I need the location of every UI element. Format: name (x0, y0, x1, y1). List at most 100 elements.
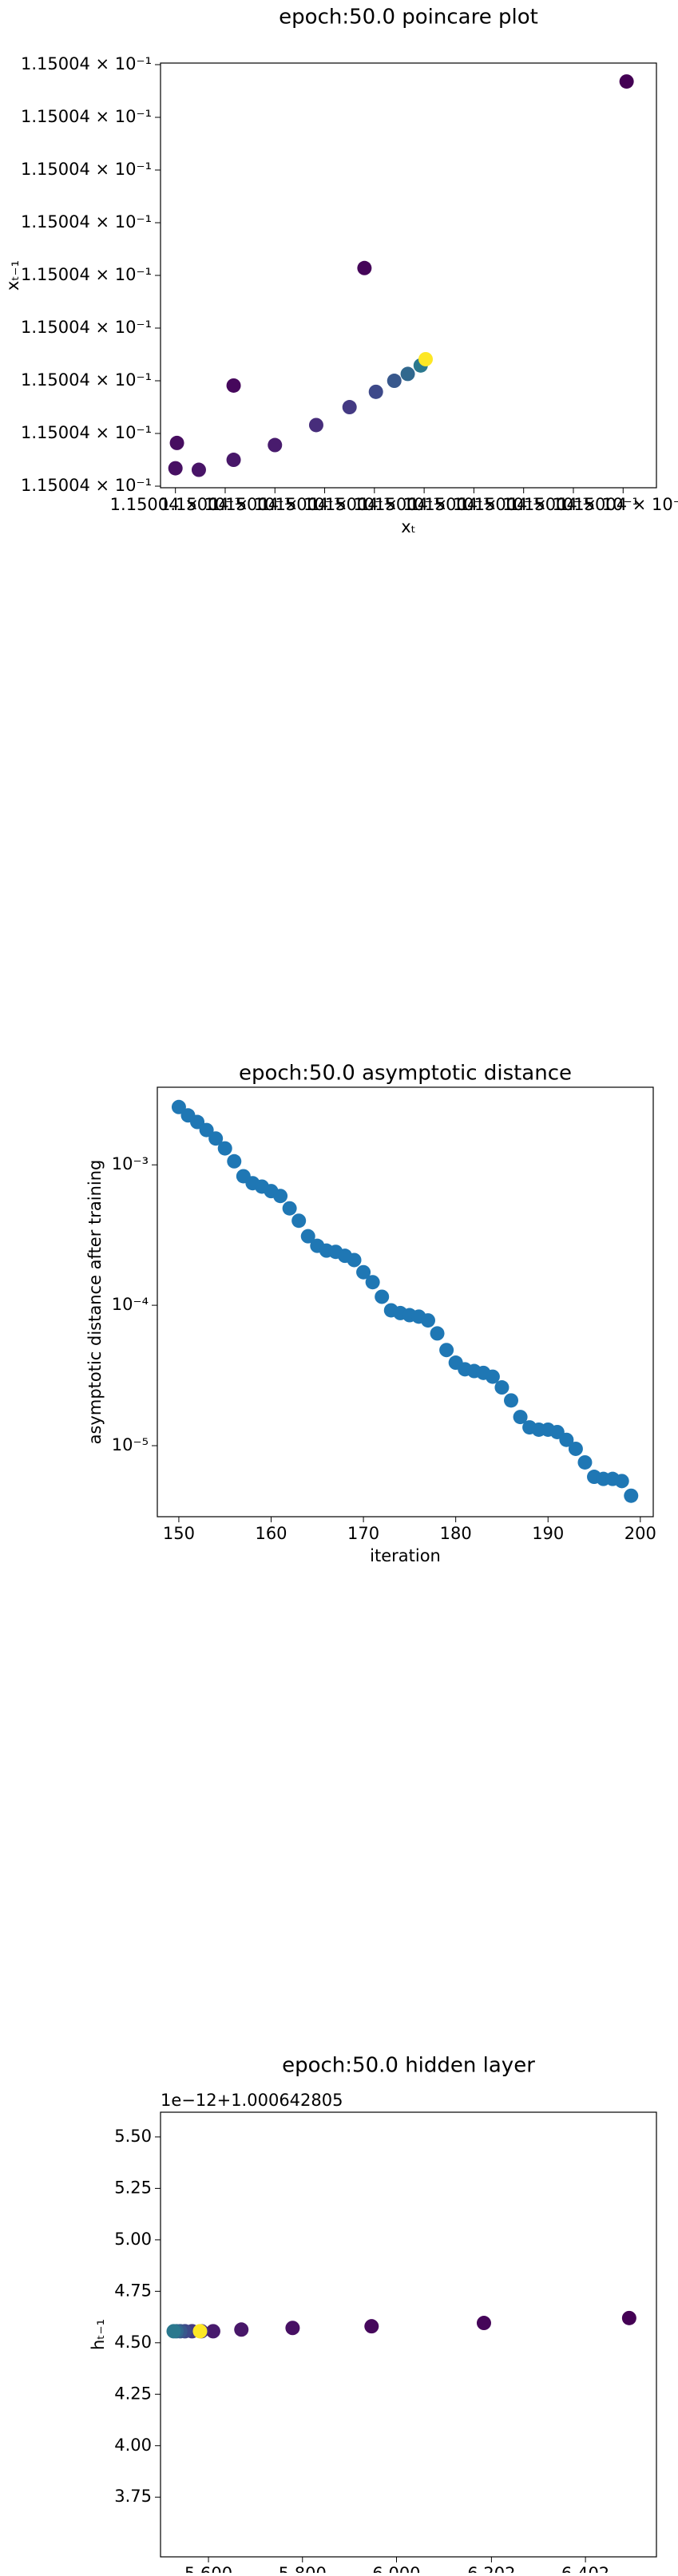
x-tick-label: 6.000 (372, 2564, 420, 2573)
point (208, 1131, 224, 1146)
point (624, 1488, 639, 1503)
x-tick-label: 5.800 (279, 2564, 327, 2573)
plot-frame (157, 1086, 654, 1518)
x-tick-label: 160 (255, 1524, 287, 1543)
y-tick-label: 1.15004 × 10⁻¹ (21, 423, 152, 442)
point (285, 2321, 300, 2336)
y-axis-label: xₜ₋₁ (3, 260, 22, 291)
y-offset-label: 1e−12+1.000642805 (161, 2091, 343, 2110)
point (400, 366, 415, 382)
y-tick-label: 1.15004 × 10⁻¹ (21, 212, 152, 231)
point (342, 400, 357, 415)
point (171, 1099, 186, 1114)
point (504, 1393, 519, 1408)
x-tick-label: 150 (163, 1524, 195, 1543)
point (368, 384, 383, 399)
point (420, 1313, 435, 1328)
y-tick-label: 4.25 (114, 2384, 152, 2403)
point (300, 1229, 315, 1244)
plot-frame (160, 62, 657, 489)
y-tick-label: 1.15004 × 10⁻¹ (21, 370, 152, 390)
point (364, 2319, 379, 2334)
x-tick-label: 6.202 (467, 2564, 515, 2573)
point (227, 1153, 242, 1169)
point (387, 374, 402, 389)
y-tick-label: 1.15004 × 10⁻¹ (21, 107, 152, 126)
x-tick-label: 5.600 (184, 2564, 232, 2573)
point (577, 1454, 593, 1470)
x-axis-label: xₜ (401, 517, 416, 536)
y-tick-label: 1.15004 × 10⁻¹ (21, 318, 152, 337)
x-tick-label: 1.15004 × 10⁻¹ (408, 495, 539, 514)
x-tick-label: 190 (532, 1524, 564, 1543)
point (226, 378, 241, 393)
y-tick-label: 5.50 (114, 2127, 152, 2146)
chart-title: epoch:50.0 asymptotic distance (239, 1062, 572, 1086)
point (273, 1189, 288, 1204)
x-tick-label: 1.15004 × 10⁻¹ (557, 495, 678, 514)
x-tick-label: 1.15004 × 10⁻¹ (508, 495, 639, 514)
x-tick-label: 1.15004 × 10⁻¹ (260, 495, 391, 514)
point (614, 1474, 629, 1489)
point (205, 2324, 220, 2339)
y-tick-label: 1.15004 × 10⁻¹ (21, 476, 152, 495)
y-tick-label: 5.00 (114, 2230, 152, 2249)
x-tick-label: 170 (347, 1524, 379, 1543)
point (168, 461, 183, 476)
point (513, 1410, 528, 1425)
point (559, 1432, 574, 1447)
y-tick-label: 4.50 (114, 2333, 152, 2352)
point (291, 1213, 307, 1229)
point (619, 74, 634, 89)
point (308, 417, 323, 433)
point (375, 1289, 390, 1304)
point (169, 435, 184, 450)
point (494, 1380, 509, 1395)
y-tick-label: 3.75 (114, 2487, 152, 2506)
point (430, 1326, 445, 1341)
point (347, 1252, 362, 1268)
y-tick-label: 5.25 (114, 2178, 152, 2197)
y-tick-label: 1.15004 × 10⁻¹ (21, 160, 152, 179)
point (418, 351, 433, 366)
point (226, 453, 241, 468)
x-tick-label: 1.15004 × 10⁻¹ (458, 495, 589, 514)
point (268, 437, 283, 453)
y-tick-label: 4.75 (114, 2281, 152, 2300)
plot-frame (160, 2111, 657, 2558)
point (356, 1264, 371, 1280)
point (191, 462, 206, 477)
x-axis-label: iteration (370, 1546, 441, 1565)
x-tick-label: 1.15004 × 10⁻¹ (209, 495, 340, 514)
x-tick-label: 1.15004 × 10⁻¹ (160, 495, 291, 514)
x-tick-label: 180 (440, 1524, 472, 1543)
point (476, 2316, 491, 2331)
point (568, 1441, 583, 1456)
y-axis-label: hₜ₋₁ (89, 2319, 108, 2350)
chart-title: epoch:50.0 poincare plot (279, 6, 538, 30)
y-axis-label: asymptotic distance after training (85, 1160, 105, 1445)
y-tick-label: 10⁻³ (112, 1154, 149, 1173)
point (234, 2322, 249, 2337)
point (166, 2324, 181, 2339)
point (357, 260, 372, 275)
x-tick-label: 6.402 (561, 2564, 609, 2573)
x-tick-label: 200 (624, 1524, 656, 1543)
point (217, 1141, 232, 1156)
x-tick-label: 1.15004 × 10⁻¹ (110, 495, 241, 514)
y-tick-label: 10⁻⁵ (112, 1435, 149, 1454)
point (621, 2310, 636, 2325)
point (439, 1343, 454, 1358)
point (282, 1201, 297, 1216)
point (192, 2324, 208, 2339)
point (190, 1114, 205, 1130)
y-tick-label: 4.00 (114, 2436, 152, 2455)
chart-title: epoch:50.0 hidden layer (282, 2054, 535, 2078)
x-tick-label: 1.15004 × 10⁻¹ (309, 495, 440, 514)
point (485, 1369, 500, 1384)
y-tick-label: 1.15004 × 10⁻¹ (21, 265, 152, 284)
point (199, 1122, 214, 1138)
point (365, 1275, 380, 1290)
x-tick-label: 1.15004 × 10⁻¹ (359, 495, 490, 514)
